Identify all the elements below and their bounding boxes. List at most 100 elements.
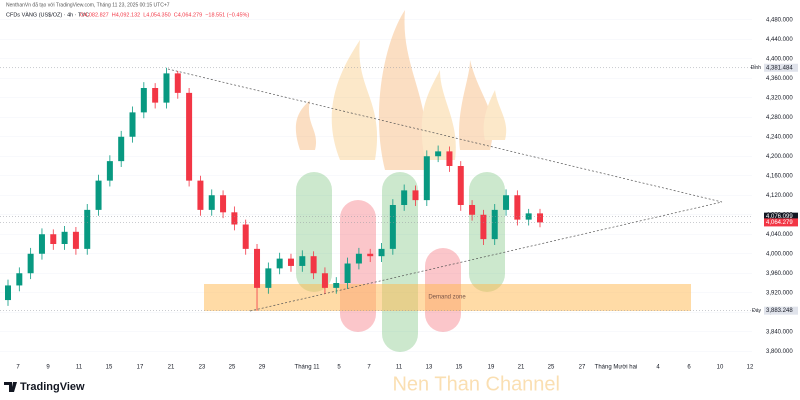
- y-tick-label: 3,840.000: [766, 329, 793, 335]
- ohlc-item: −18.551 (−0.45%): [205, 12, 249, 18]
- y-tick-label: 4,240.000: [766, 134, 793, 140]
- candle-body: [129, 112, 136, 137]
- x-tick-label: 10: [717, 365, 724, 371]
- x-tick-label: 11: [76, 365, 83, 371]
- candle-body: [38, 234, 45, 254]
- candle-body: [152, 88, 159, 103]
- candle-body: [16, 273, 23, 286]
- candle-body: [84, 209, 91, 249]
- x-tick-label: 25: [229, 365, 236, 371]
- watermark-text: Nen Than Channel: [392, 373, 560, 395]
- price-label: 4,381.484: [766, 65, 793, 71]
- x-tick-label: 15: [106, 365, 113, 371]
- y-tick-label: 4,280.000: [766, 115, 793, 121]
- candle-body: [242, 224, 249, 249]
- grid: [0, 19, 752, 352]
- candle-body: [140, 88, 147, 113]
- y-tick-label: 3,800.000: [766, 349, 793, 355]
- x-tick-label: 25: [548, 365, 555, 371]
- x-tick-label: 7: [367, 365, 371, 371]
- candle-body: [537, 213, 543, 223]
- y-tick-label: 4,400.000: [766, 56, 793, 62]
- y-tick-label: 4,440.000: [766, 37, 793, 43]
- candle-body: [220, 195, 227, 213]
- x-tick-label: 15: [456, 365, 463, 371]
- candle-body: [95, 180, 102, 210]
- candle-body: [469, 205, 476, 215]
- x-tick-label: 4: [656, 365, 660, 371]
- x-tick-label: 12: [747, 365, 754, 371]
- y-tick-label: 4,200.000: [766, 154, 793, 160]
- candle-body: [299, 256, 306, 266]
- candle-body: [287, 258, 294, 266]
- x-tick-label: 7: [16, 365, 20, 371]
- candle-body: [457, 166, 464, 205]
- price-label-name: Đáy: [752, 308, 761, 314]
- candle-body: [5, 285, 11, 301]
- x-tick-label: 17: [137, 365, 144, 371]
- symbol: CFDs VÀNG (US$/OZ) · 4h · TVC: [6, 11, 89, 18]
- price-label-box: [764, 63, 798, 72]
- price-label-box: [764, 212, 798, 221]
- x-tick-label: 19: [488, 365, 495, 371]
- candle-body: [378, 248, 385, 257]
- candle-body: [50, 234, 57, 244]
- candle-body: [174, 73, 181, 93]
- candle-body: [514, 195, 521, 220]
- price-label-box: [764, 218, 798, 227]
- price-label: 4,076.099: [766, 214, 793, 220]
- candle-body: [321, 273, 328, 288]
- candle-body: [310, 256, 317, 274]
- candle-body: [27, 253, 34, 274]
- candle-body: [389, 205, 396, 249]
- candle-body: [118, 136, 125, 162]
- ohlc-item: O4,082.827: [80, 12, 109, 18]
- candle-body: [446, 151, 453, 166]
- candle-body: [367, 253, 374, 257]
- candle-body: [61, 231, 68, 244]
- x-tick-label: 21: [168, 365, 175, 371]
- candle-body: [480, 214, 487, 240]
- header: NenthanVn đã tạo với TradingView.com, Th…: [6, 2, 170, 8]
- ohlc-item: L4,054.350: [143, 12, 171, 18]
- brand-logo: [4, 382, 17, 392]
- candle-body: [254, 248, 261, 288]
- candle-body: [197, 180, 204, 210]
- candle-body: [401, 190, 408, 205]
- candle-body: [72, 231, 79, 249]
- candle-body: [412, 190, 419, 201]
- x-tick-label: 9: [46, 365, 50, 371]
- x-tick-label: 23: [199, 365, 206, 371]
- candle-body: [106, 161, 113, 181]
- candle-body: [333, 283, 340, 288]
- trend-line: [249, 201, 723, 312]
- x-tick-label: Tháng Mười hai: [595, 365, 638, 371]
- x-tick-label: 21: [518, 365, 525, 371]
- y-tick-label: 4,360.000: [766, 76, 793, 82]
- ohlc-item: C4,064.279: [174, 12, 202, 18]
- candle-body: [208, 195, 215, 210]
- candle-body: [231, 212, 238, 225]
- x-tick-label: 29: [259, 365, 266, 371]
- candle-body: [423, 156, 430, 201]
- x-tick-label: 13: [426, 365, 433, 371]
- price-label-name: Đỉnh: [751, 64, 762, 71]
- candle-body: [276, 258, 283, 269]
- y-tick-label: 3,920.000: [766, 290, 793, 296]
- y-tick-label: 4,040.000: [766, 232, 793, 238]
- x-tick-label: 5: [337, 365, 341, 371]
- brand: TradingView: [20, 381, 85, 393]
- x-tick-label: 6: [687, 365, 691, 371]
- x-tick-label: Tháng 11: [295, 365, 321, 371]
- candle-body: [491, 209, 498, 240]
- candle-body: [265, 268, 272, 288]
- price-label: 4,064.279: [766, 220, 793, 226]
- y-tick-label: 4,000.000: [766, 251, 793, 257]
- candle-body: [163, 73, 170, 103]
- y-tick-label: 4,320.000: [766, 95, 793, 101]
- candle-body: [344, 263, 351, 283]
- zone-label: Demand zone: [428, 295, 466, 301]
- ohlc-item: H4,092.132: [112, 12, 140, 18]
- y-tick-label: 3,960.000: [766, 271, 793, 277]
